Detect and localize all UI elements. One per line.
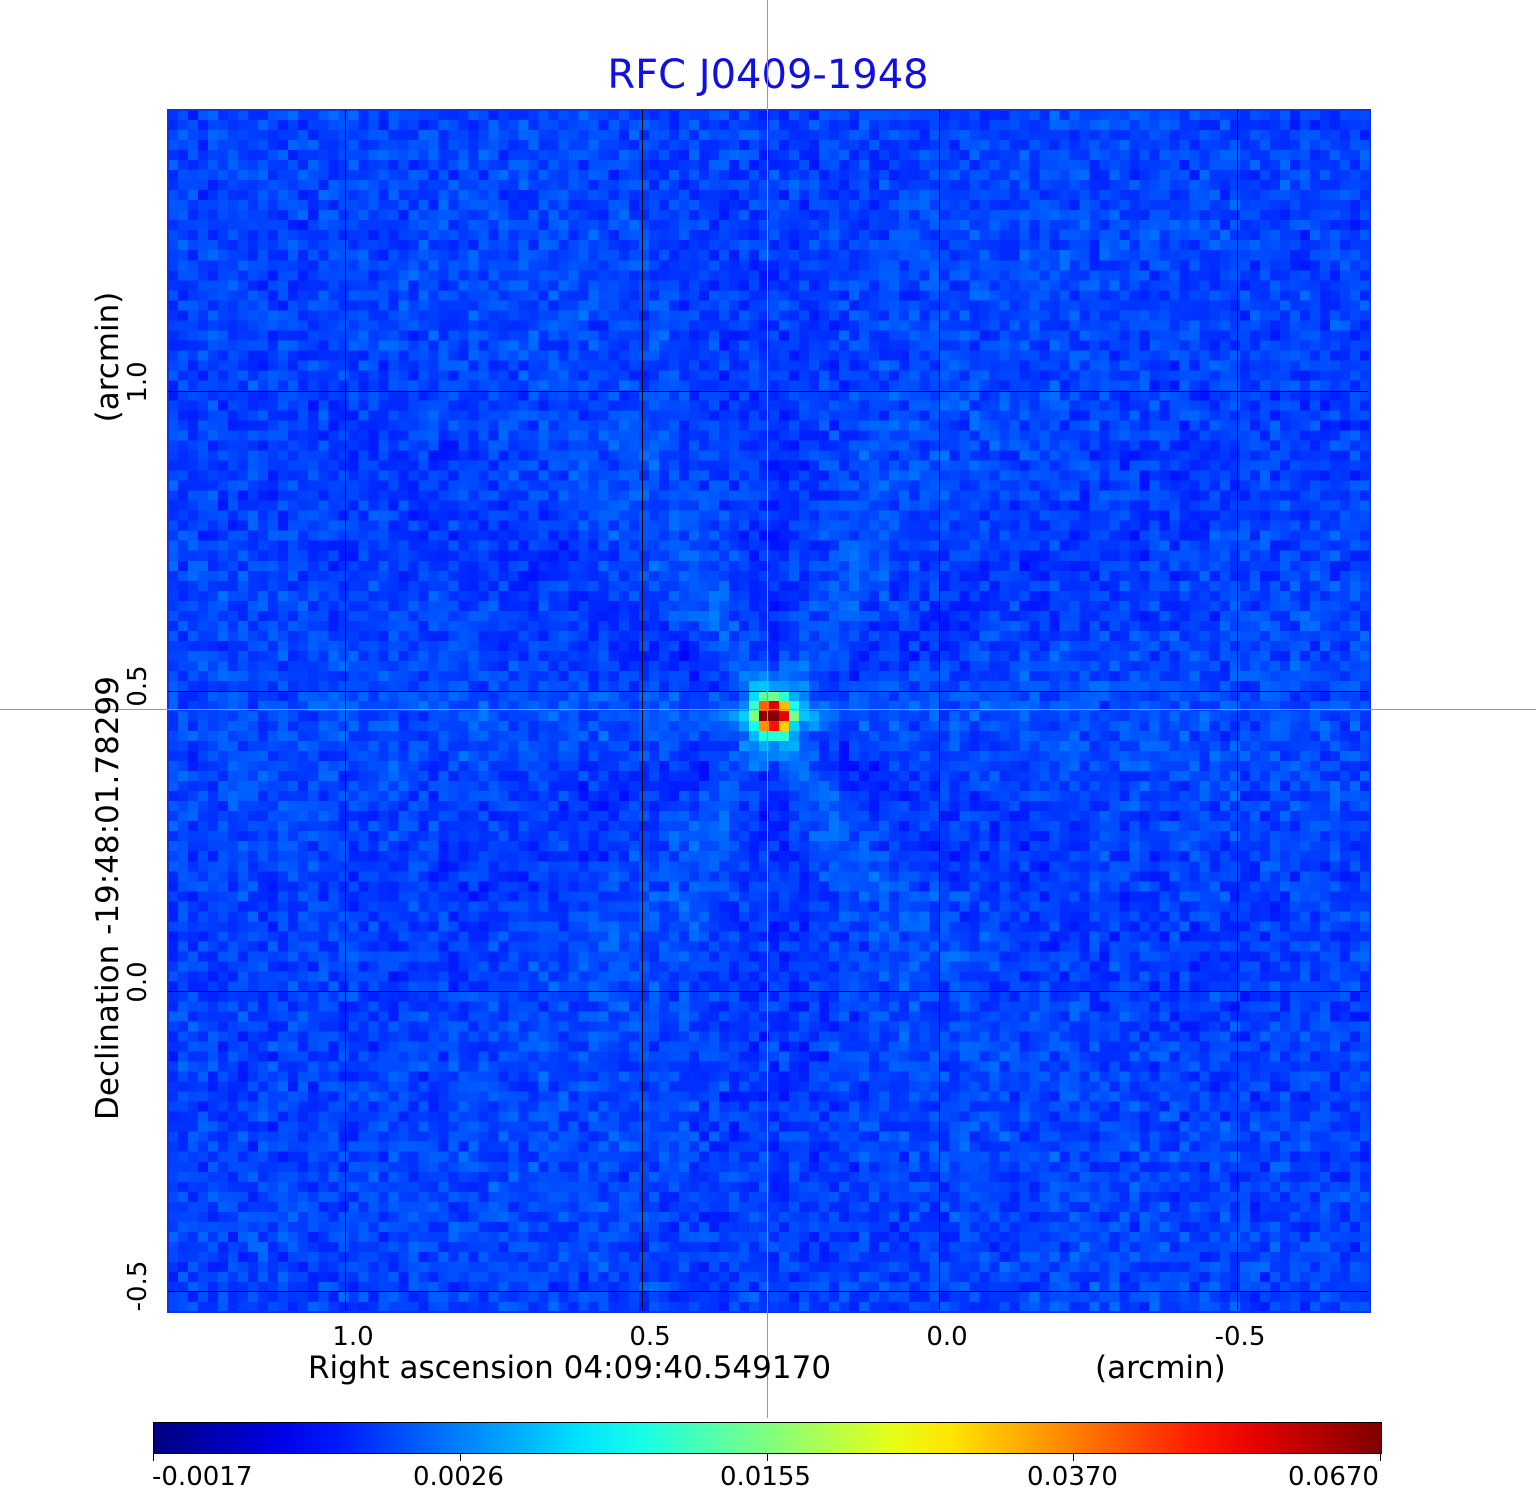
- crosshair-horizontal: [0, 709, 1536, 710]
- grid-line-x-1.0: [345, 110, 346, 1310]
- grid-line-y-1.0: [168, 391, 1368, 392]
- x-axis-label: Right ascension 04:09:40.549170: [308, 1350, 832, 1386]
- y-tick-label: 0.0: [123, 961, 153, 1003]
- x-axis-unit: (arcmin): [1095, 1350, 1226, 1386]
- colorbar-tick: [460, 1453, 461, 1461]
- x-tick-label: 0.0: [926, 1322, 968, 1352]
- y-tick-label: 0.5: [123, 665, 153, 707]
- colorbar-tick: [153, 1453, 154, 1461]
- y-tick-label: 1.0: [123, 361, 153, 403]
- colorbar-tick-label: 0.0670: [1288, 1462, 1379, 1492]
- grid-line-y-0.5: [168, 691, 1368, 692]
- y-axis-label: Declination -19:48:01.78299: [90, 676, 126, 1120]
- grid-line-x-0.0: [939, 110, 940, 1310]
- x-tick-label: 1.0: [332, 1322, 374, 1352]
- chart-title: RFC J0409-1948: [607, 52, 929, 98]
- colorbar-tick: [1380, 1453, 1381, 1461]
- grid-line-y-0.0: [168, 991, 1368, 992]
- radio-image-heatmap[interactable]: [168, 110, 1370, 1312]
- colorbar-tick-label: 0.0370: [1027, 1462, 1118, 1492]
- grid-line-x-0.5: [642, 110, 643, 1310]
- colorbar-tick-label: 0.0026: [413, 1462, 504, 1492]
- colorbar-tick: [1073, 1453, 1074, 1461]
- y-tick-label: -0.5: [123, 1260, 153, 1312]
- grid-line-x--0.5: [1237, 110, 1238, 1310]
- y-axis-unit: (arcmin): [90, 291, 126, 423]
- grid-line-y--0.5: [168, 1291, 1368, 1292]
- colorbar-tick-label: 0.0155: [720, 1462, 811, 1492]
- colorbar: [153, 1422, 1382, 1454]
- x-tick-label: 0.5: [629, 1322, 671, 1352]
- colorbar-tick-label: -0.0017: [152, 1462, 253, 1492]
- x-tick-label: -0.5: [1214, 1322, 1266, 1352]
- colorbar-tick: [767, 1453, 768, 1461]
